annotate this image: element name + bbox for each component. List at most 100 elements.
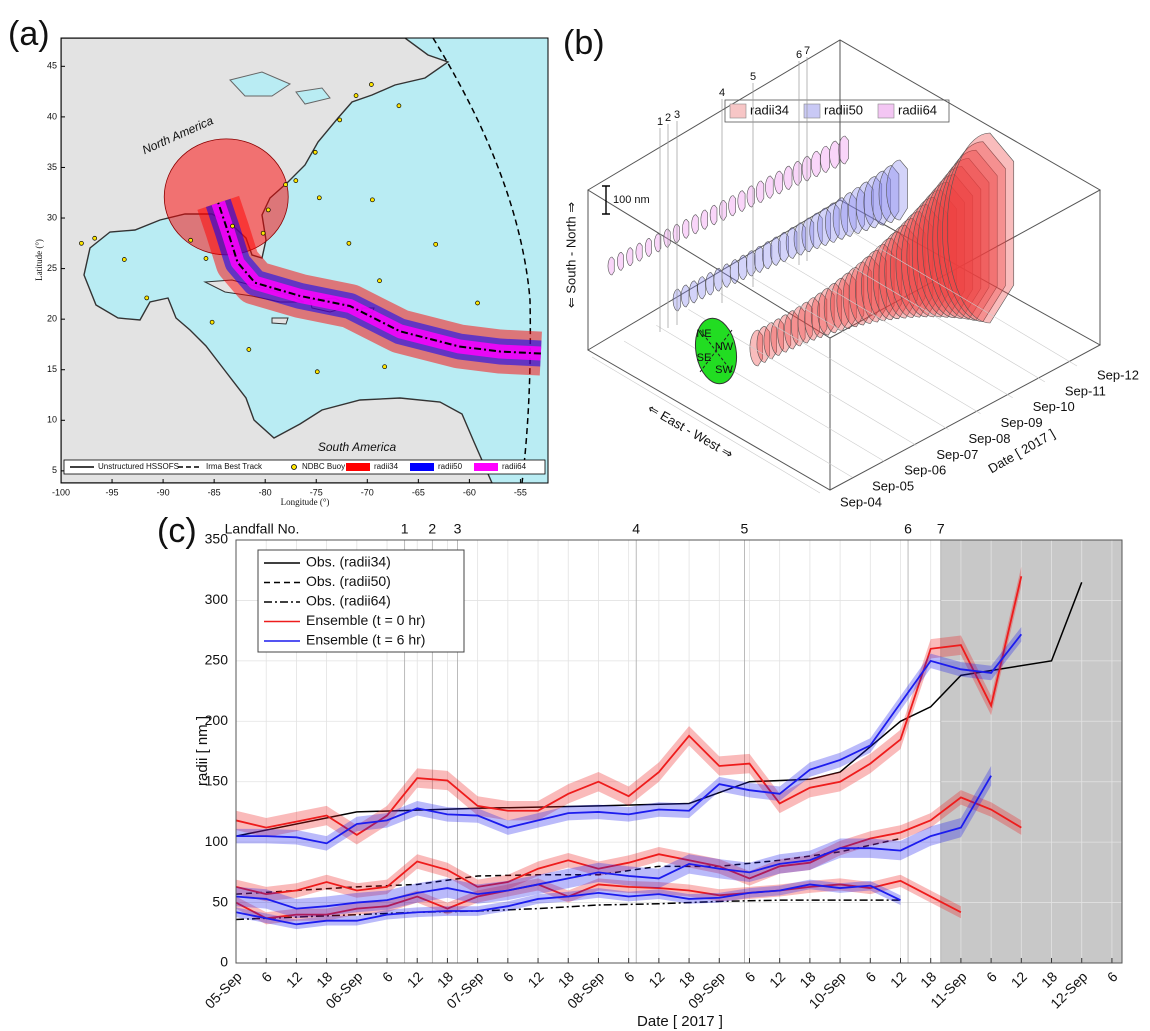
series-line [236,879,962,920]
y-tick-label: 0 [220,954,228,970]
radii34-shape [942,141,1006,322]
x-tick-label: 6 [500,968,517,985]
radii50-shape [754,245,764,273]
buoy [121,257,127,262]
landfall-number: 6 [796,49,802,61]
panel-label: (a) [8,15,50,53]
x-tick-label: 18 [313,968,335,990]
y-tick-label: 45 [47,61,57,71]
x-axis-label: Longitude (°) [281,497,330,507]
landfall-number: 2 [428,521,436,537]
date-tick-label: Sep-09 [1001,415,1043,430]
x-tick-label: 12 [1008,968,1030,990]
buoy [353,93,359,98]
y-tick-label: 35 [47,162,57,172]
buoy [369,82,374,87]
buoy [260,230,266,236]
x-tick-label: -55 [514,487,527,497]
radii64-shape [737,190,746,212]
y-tick-label: 30 [47,212,57,222]
y-tick-label: 5 [52,465,57,475]
radii34-shape [797,301,813,344]
x-tick-label: 12 [283,968,305,990]
x-tick-label: -95 [106,487,119,497]
map-panel [60,37,549,484]
legend-box [257,549,465,653]
radii50-shape [689,280,698,304]
buoy [314,369,320,375]
buoy [293,178,299,183]
radii50-shape [832,197,848,240]
buoy [144,295,150,301]
landfall-number: 7 [804,45,810,57]
landfall-number: 3 [454,521,462,537]
compass-label: SE [697,352,712,364]
legend-label: Ensemble (t = 6 hr) [306,632,425,648]
x-tick-label: 12 [766,968,788,990]
legend-label: radii64 [898,102,937,117]
scale-bar-label: 100 nm [613,194,650,206]
x-tick-label: 6 [741,968,758,985]
radii50-shape [863,176,883,229]
radii50-shape [793,222,806,256]
y-tick-label: 25 [47,263,57,273]
landfall-number: 1 [401,521,409,537]
radii50-shape [809,212,823,249]
radii34-shape [884,224,918,319]
legend-label: radii50 [438,462,463,471]
cube-edges [587,40,1101,490]
date-grid [752,277,981,414]
y-tick-label: 200 [205,712,229,728]
date-tick-label: Sep-12 [1097,367,1139,382]
date-tick-label: Sep-07 [936,447,978,462]
series-line [236,633,1023,845]
legend-label: Obs. (radii64) [306,593,391,609]
series-layer [236,566,1083,930]
x-tick-label: -70 [361,487,374,497]
radii50-shape [855,181,874,231]
series-line [236,576,1023,836]
region-label: South America [318,440,397,454]
x-tick-label: -80 [259,487,272,497]
y-tick-label: 10 [47,415,57,425]
radii64-shape [663,228,671,248]
radii64-shape [635,242,643,262]
spread-band [236,874,961,925]
legend-label: radii34 [750,102,789,117]
radii50-shape [705,272,715,296]
radii34-shape [836,272,857,329]
x-tick-label: 18 [1038,968,1060,990]
radii64-shape [644,238,652,257]
x-tick-label: 6 [621,968,638,985]
radii34-shape [917,181,965,318]
radii50-shape [721,263,731,288]
landfall-number: 6 [904,521,912,537]
date-grid [848,229,1078,367]
landfall-number: 5 [741,521,749,537]
radii64-shape [672,223,680,244]
date-grid [784,261,1013,399]
panel-label: (c) [157,512,197,550]
buoy [283,182,288,187]
series-line [236,796,1022,896]
legend-label: Obs. (radii50) [306,573,391,589]
radii34-shape [770,318,784,356]
radii64-shape [719,200,727,221]
y-tick-label: 50 [212,893,228,909]
scale-bar [602,185,610,215]
domain-boundary [432,38,532,483]
date-grid [623,340,853,478]
radii34-shape [932,158,990,320]
landfall-number: 4 [632,521,640,537]
buoy [337,117,343,123]
series-line [236,582,1083,837]
buoy [79,240,84,246]
continent [61,38,493,483]
landfall-number: 3 [674,109,680,121]
spread-band [236,879,901,930]
map-marks [79,82,542,376]
radii64-shape [792,160,802,186]
radii34-shape [937,149,998,321]
